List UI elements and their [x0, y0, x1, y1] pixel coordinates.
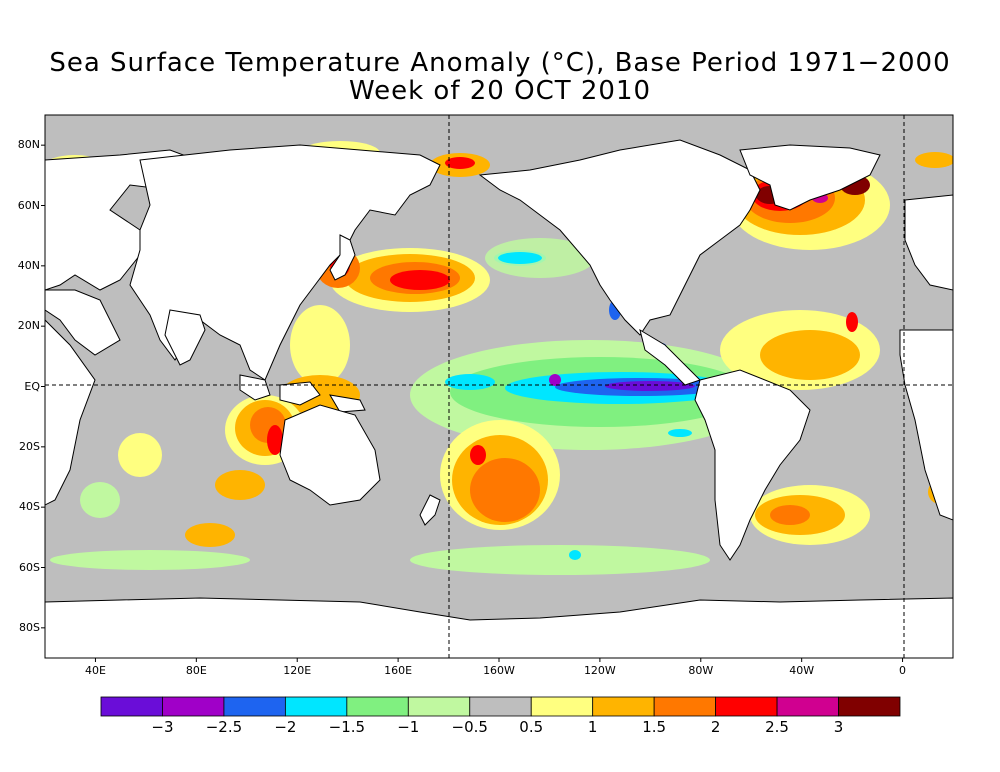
lon-label: 0 — [899, 664, 907, 677]
colorbar-label: 3 — [833, 718, 844, 736]
greenland-land — [739, 144, 881, 211]
colorbar-swatch — [346, 696, 409, 717]
colorbar-label: −2.5 — [205, 718, 243, 736]
lat-label: 40S — [19, 500, 40, 514]
lon-label: 120W — [583, 664, 616, 677]
lat-label: 80N — [17, 138, 40, 152]
colorbar-label: −1.5 — [328, 718, 366, 736]
north-america-land — [478, 139, 761, 336]
lat-label: 60S — [19, 560, 40, 574]
colorbar-swatch — [284, 696, 348, 717]
lon-label: 160E — [384, 664, 413, 677]
colorbar-label: −3 — [151, 718, 174, 736]
colorbar-label: 1.5 — [642, 718, 667, 736]
colorbar — [100, 696, 901, 717]
lon-ticks — [94, 658, 904, 662]
lat-ticks — [41, 144, 45, 629]
lat-label: 20N — [17, 319, 40, 333]
lon-label: 80W — [688, 664, 714, 677]
western-europe-land — [904, 194, 953, 291]
lon-label: 120E — [283, 664, 312, 677]
antarctica-land — [45, 597, 953, 658]
colorbar-swatch — [838, 696, 901, 717]
lat-label: EQ — [24, 379, 40, 393]
lon-label: 40E — [84, 664, 106, 677]
colorbar-swatch — [407, 696, 471, 717]
lat-label: 60N — [17, 198, 40, 212]
colorbar-swatch — [592, 696, 655, 717]
lon-label: 160W — [483, 664, 515, 677]
australia-land — [279, 404, 381, 506]
colorbar-label: −1 — [397, 718, 420, 736]
sumatra-land — [239, 374, 271, 401]
colorbar-label: 1 — [587, 718, 598, 736]
lon-label: 80E — [185, 664, 207, 677]
lat-label: 20S — [19, 439, 40, 453]
colorbar-swatch — [100, 696, 163, 717]
colorbar-label: 2.5 — [765, 718, 789, 736]
borneo-land — [279, 381, 321, 406]
south-america-land — [694, 369, 811, 561]
lat-label: 40N — [17, 258, 40, 272]
colorbar-label: 0.5 — [519, 718, 544, 736]
japan-land — [329, 234, 356, 281]
africa-east-land — [45, 319, 96, 506]
colorbar-swatch — [469, 696, 532, 717]
map-field — [45, 115, 953, 658]
continents — [45, 139, 953, 658]
colorbar-label: −0.5 — [451, 718, 488, 736]
colorbar-swatch — [223, 696, 286, 717]
eurasia-land — [129, 144, 441, 381]
colorbar-swatch — [715, 696, 778, 717]
lon-label: 40W — [789, 664, 815, 677]
colorbar-label: 2 — [710, 718, 721, 736]
colorbar-swatch — [653, 696, 717, 717]
lat-label: 80S — [19, 620, 40, 634]
colorbar-swatch — [530, 696, 594, 717]
colorbar-swatch — [776, 696, 839, 717]
colorbar-swatch — [162, 696, 225, 717]
colorbar-label: −2 — [274, 718, 297, 736]
new-guinea-land — [329, 394, 366, 413]
arabia-land — [45, 289, 121, 356]
new-zealand-land — [419, 494, 441, 526]
india-land — [164, 309, 206, 366]
map-subtitle: Week of 20 OCT 2010 — [348, 76, 652, 106]
central-america-land — [639, 328, 701, 386]
map-title: Sea Surface Temperature Anomaly (°C), Ba… — [49, 48, 951, 78]
africa-west-land — [899, 329, 953, 521]
